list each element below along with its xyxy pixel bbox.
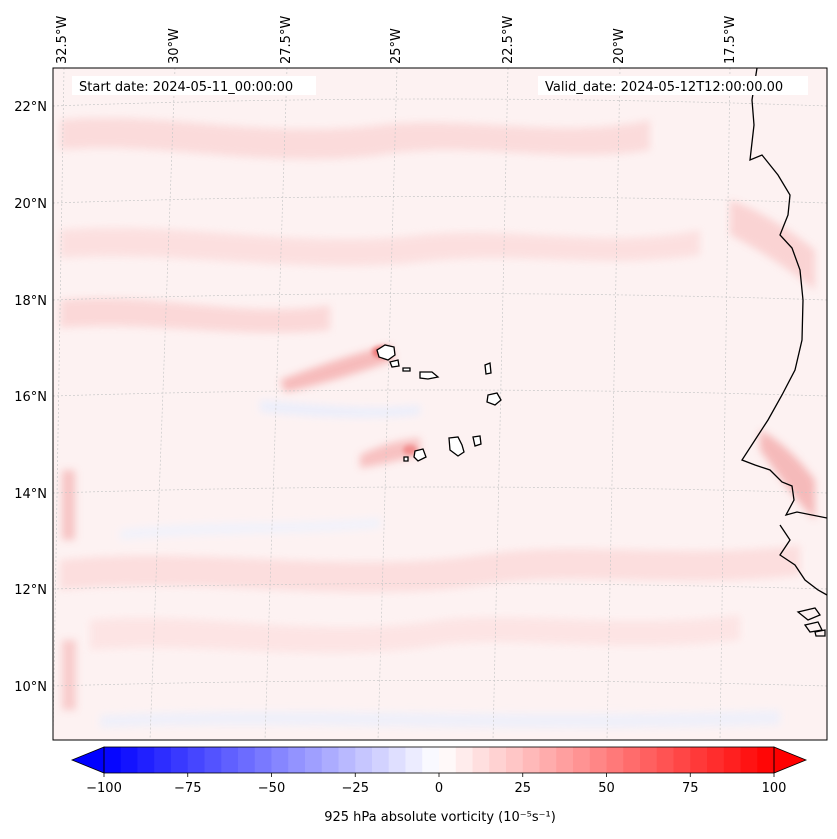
coastline [741,68,827,637]
colorbar-min-extend [70,746,105,774]
colorbar-cell [589,747,607,773]
colorbar-cell [221,747,239,773]
colorbar-cell [489,747,507,773]
lat-label: 10°N [14,680,47,695]
colorbar-cell [422,747,440,773]
colorbar-cell [690,747,708,773]
colorbar-cell [154,747,172,773]
lat-label: 16°N [14,390,47,405]
colorbar-cell [405,747,423,773]
colorbar-label: 925 hPa absolute vorticity (10⁻⁵s⁻¹) [324,810,556,825]
colorbar-cell [472,747,490,773]
colorbar-cell [171,747,189,773]
graticule [53,68,827,740]
colorbar-cell [388,747,406,773]
colorbar-cell [238,747,256,773]
colorbar-cell [338,747,356,773]
colorbar-tick-label: −75 [174,781,201,796]
lon-label: 32.5°W [55,16,70,64]
colorbar-tick-label: −100 [86,781,122,796]
lon-label: 22.5°W [501,16,516,64]
colorbar-cell [120,747,138,773]
colorbar-cell [271,747,289,773]
vorticity-field [53,68,827,740]
colorbar-cell [656,747,674,773]
colorbar-tick-label: −25 [342,781,369,796]
colorbar-tick-label: 0 [435,781,443,796]
valid-date-box [538,76,808,95]
colorbar-cell [539,747,557,773]
colorbar-cell [137,747,155,773]
colorbar-cell [723,747,741,773]
longitude-labels: 32.5°W 30°W 27.5°W 25°W 22.5°W 20°W 17.5… [55,16,738,64]
colorbar-cell [372,747,390,773]
lon-label: 27.5°W [279,16,294,64]
lat-label: 18°N [14,294,47,309]
colorbar-cell [254,747,272,773]
lat-label: 12°N [14,583,47,598]
colorbar-cell [757,747,775,773]
colorbar-cell [439,747,457,773]
start-date-box [72,76,316,95]
colorbar-cell [640,747,658,773]
colorbar-cell [455,747,473,773]
lon-label: 25°W [389,28,404,64]
colorbar-cell [288,747,306,773]
lon-label: 17.5°W [723,16,738,64]
start-date-label: Start date: 2024-05-11_00:00:00 [79,80,293,95]
colorbar-tick-label: 100 [762,781,787,796]
colorbar-tick-label: 75 [682,781,699,796]
lat-label: 22°N [14,100,47,115]
colorbar-cell [355,747,373,773]
colorbar-cell [104,747,122,773]
lat-label: 14°N [14,487,47,502]
colorbar-cell [522,747,540,773]
colorbar-tick-label: −50 [258,781,285,796]
valid-date-label: Valid_date: 2024-05-12T12:00:00.00 [545,80,783,95]
colorbar-tick-label: 25 [514,781,531,796]
colorbar-cell [623,747,641,773]
latitude-labels: 22°N 20°N 18°N 16°N 14°N 12°N 10°N [14,100,47,695]
colorbar: −100 −75 −50 −25 0 25 50 75 100 925 hPa absolute… [70,746,808,825]
colorbar-tick-label: 50 [598,781,615,796]
colorbar-cell [573,747,591,773]
lon-label: 20°W [612,28,627,64]
lat-label: 20°N [14,197,47,212]
colorbar-cell [506,747,524,773]
lon-label: 30°W [167,28,182,64]
colorbar-cell [673,747,691,773]
colorbar-cell [204,747,222,773]
colorbar-max-extend [773,746,808,774]
colorbar-cell [707,747,725,773]
colorbar-cell [187,747,205,773]
map-frame [52,67,828,741]
colorbar-cell [556,747,574,773]
cape-verde-islands [376,344,502,462]
colorbar-cell [740,747,758,773]
colorbar-cell [606,747,624,773]
colorbar-cell [305,747,323,773]
colorbar-cell [321,747,339,773]
